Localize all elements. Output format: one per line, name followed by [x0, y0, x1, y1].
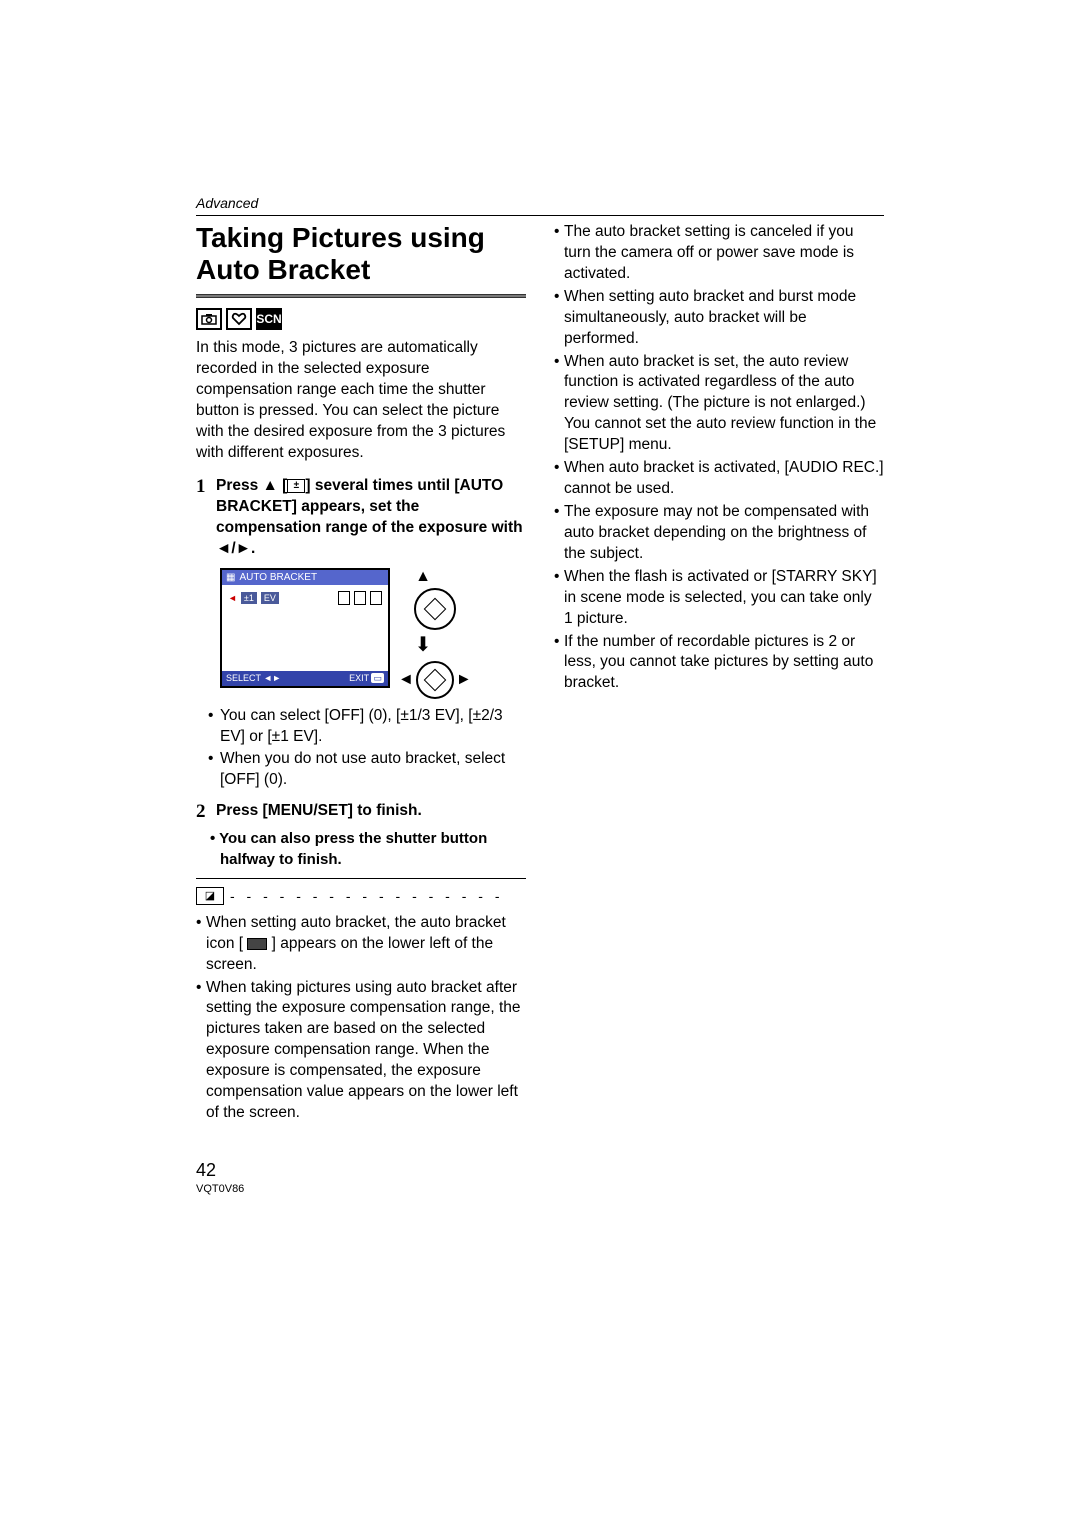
lcd-screen: ▦ AUTO BRACKET ◄ ±1 EV	[220, 568, 390, 688]
intro-text: In this mode, 3 pictures are automatical…	[196, 338, 526, 464]
step-1: 1 Press ▲ [±] several times until [AUTO …	[196, 476, 526, 560]
dashes-line: - - - - - - - - - - - - - - - - -	[230, 888, 526, 904]
note-right-2: When setting auto bracket and burst mode…	[564, 287, 884, 350]
right-column: The auto bracket setting is canceled if …	[554, 222, 884, 1126]
note-left-1: When setting auto bracket, the auto brac…	[206, 913, 526, 976]
ev-bar-1	[338, 591, 350, 605]
notes-left-list: When setting auto bracket, the auto brac…	[196, 913, 526, 1124]
down-arrow-icon: ⬇	[398, 632, 448, 657]
mode-icons-row: SCN	[196, 308, 526, 330]
lcd-footer-left: SELECT ◄►	[226, 673, 281, 684]
two-column-layout: Taking Pictures using Auto Bracket SCN I…	[196, 222, 884, 1126]
lcd-body: ◄ ±1 EV	[222, 585, 388, 611]
note-icon: ◪	[196, 887, 224, 905]
note-left-2: When taking pictures using auto bracket …	[206, 978, 526, 1124]
ev-unit: EV	[261, 592, 279, 604]
step-2-text: Press [MENU/SET] to finish.	[216, 801, 422, 823]
note-right-7: If the number of recordable pictures is …	[564, 632, 884, 695]
heart-mode-icon	[226, 308, 252, 330]
step1-text-a: Press ▲ [	[216, 477, 287, 494]
note-right-1: The auto bracket setting is canceled if …	[564, 222, 884, 285]
top-divider	[196, 215, 884, 216]
up-arrow-icon: ▲	[398, 568, 448, 586]
scn-mode-icon: SCN	[256, 308, 282, 330]
step-2: 2 Press [MENU/SET] to finish.	[196, 801, 526, 823]
lcd-diagram: ▦ AUTO BRACKET ◄ ±1 EV	[220, 568, 526, 698]
page-number: 42	[196, 1160, 244, 1181]
lcd-footer: SELECT ◄► EXIT ▭	[222, 671, 388, 686]
ev-bar-2	[354, 591, 366, 605]
section-label: Advanced	[196, 195, 884, 211]
mid-divider	[196, 878, 526, 879]
lcd-header: ▦ AUTO BRACKET	[222, 570, 388, 585]
note-right-4: When auto bracket is activated, [AUDIO R…	[564, 458, 884, 500]
notes-right-list: The auto bracket setting is canceled if …	[554, 222, 884, 694]
dpad-circle-bottom	[416, 661, 454, 699]
page-content: Advanced Taking Pictures using Auto Brac…	[196, 195, 884, 1126]
lcd-footer-right: EXIT ▭	[349, 673, 384, 684]
step1-bullet-1: You can select [OFF] (0), [±1/3 EV], [±2…	[220, 706, 526, 748]
lcd-header-text: AUTO BRACKET	[239, 572, 317, 583]
note-right-5: The exposure may not be compensated with…	[564, 502, 884, 565]
camera-mode-icon	[196, 308, 222, 330]
step-1-text: Press ▲ [±] several times until [AUTO BR…	[216, 476, 526, 560]
step1-bullets: You can select [OFF] (0), [±1/3 EV], [±2…	[196, 706, 526, 792]
bracket-header-icon: ▦	[226, 572, 235, 583]
left-column: Taking Pictures using Auto Bracket SCN I…	[196, 222, 526, 1126]
bracket-inline-icon	[247, 938, 267, 950]
page-footer: 42 VQT0V86	[196, 1160, 244, 1195]
step2-sub: • You can also press the shutter button …	[196, 829, 526, 870]
page-title: Taking Pictures using Auto Bracket	[196, 222, 526, 286]
dpad-bottom-row: ◄ ►	[398, 661, 472, 699]
exposure-comp-icon: ±	[287, 479, 305, 493]
ev-value: ±1	[241, 592, 257, 604]
note-right-6: When the flash is activated or [STARRY S…	[564, 567, 884, 630]
title-underline	[196, 294, 526, 298]
dpad-circle-top	[414, 588, 456, 630]
step1-bullet-2: When you do not use auto bracket, select…	[220, 749, 526, 791]
note-right-3: When auto bracket is set, the auto revie…	[564, 352, 884, 457]
right-arrow-icon: ►	[456, 671, 472, 689]
ev-row: ◄ ±1 EV	[228, 591, 382, 605]
left-arrow-icon: ◄	[398, 671, 414, 689]
step-1-number: 1	[196, 476, 210, 560]
ev-bar-3	[370, 591, 382, 605]
doc-code: VQT0V86	[196, 1183, 244, 1195]
notes-header-row: ◪ - - - - - - - - - - - - - - - - -	[196, 887, 526, 905]
step-2-number: 2	[196, 801, 210, 823]
dpad-diagram: ▲ ⬇ ◄ ►	[398, 568, 472, 699]
